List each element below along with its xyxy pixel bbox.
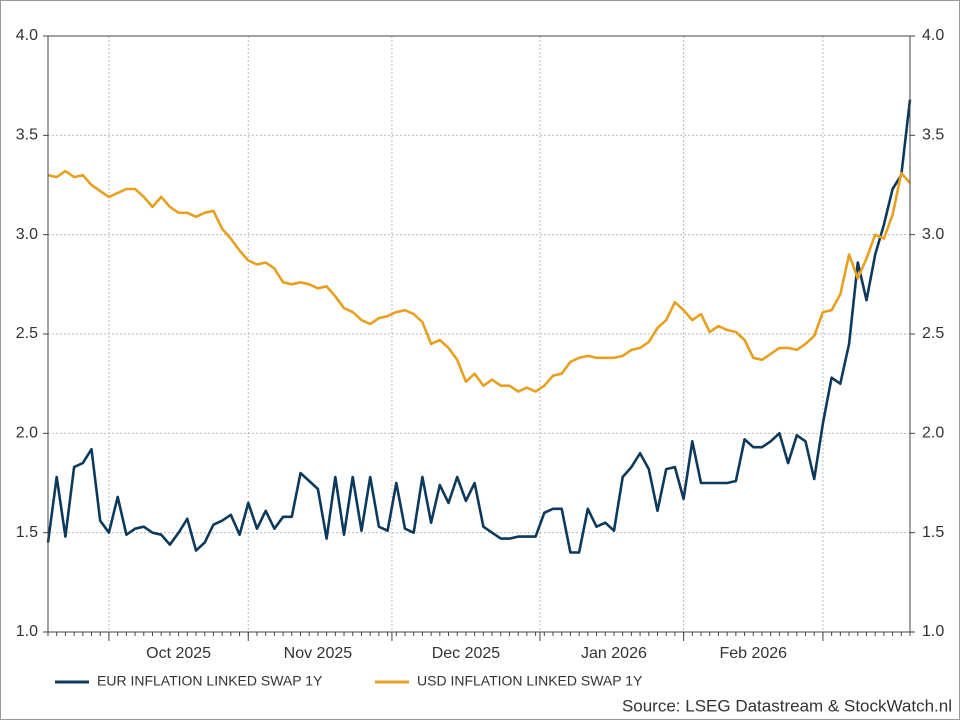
label-layer: 1.0 1.5 2.0 2.5 3.0 3.5 4.0 1.0 1.5 2.0 2.5 3.0 3.5 4… bbox=[16, 27, 945, 688]
x-tick-label: Dec 2025 bbox=[432, 645, 501, 662]
line-layer bbox=[46, 99, 912, 554]
x-tick-label: Feb 2026 bbox=[719, 645, 787, 662]
y-tick-label: 2.0 bbox=[16, 425, 38, 442]
y2-tick-label: 3.0 bbox=[922, 226, 944, 243]
y2-tick-label: 3.5 bbox=[922, 127, 944, 144]
y-tick-label: 3.5 bbox=[16, 127, 38, 144]
source-note: Source: LSEG Datastream & StockWatch.nl bbox=[622, 696, 952, 715]
y-tick-label: 1.5 bbox=[16, 524, 38, 541]
y-tick-label: 2.5 bbox=[16, 325, 38, 342]
legend-label: USD INFLATION LINKED SWAP 1Y bbox=[417, 673, 643, 689]
y2-tick-label: 2.0 bbox=[922, 425, 944, 442]
x-tick-label: Oct 2025 bbox=[146, 645, 211, 662]
x-tick-label: Jan 2026 bbox=[581, 645, 647, 662]
y2-tick-label: 1.5 bbox=[922, 524, 944, 541]
y-tick-label: 1.0 bbox=[16, 623, 38, 640]
y2-tick-label: 4.0 bbox=[922, 27, 944, 44]
legend-label: EUR INFLATION LINKED SWAP 1Y bbox=[97, 673, 323, 689]
y2-tick-label: 2.5 bbox=[922, 325, 944, 342]
y-tick-label: 3.0 bbox=[16, 226, 38, 243]
y-tick-label: 4.0 bbox=[16, 27, 38, 44]
x-tick-label: Nov 2025 bbox=[284, 645, 353, 662]
series-line bbox=[47, 169, 911, 393]
series-line bbox=[46, 99, 912, 554]
y2-tick-label: 1.0 bbox=[922, 623, 944, 640]
